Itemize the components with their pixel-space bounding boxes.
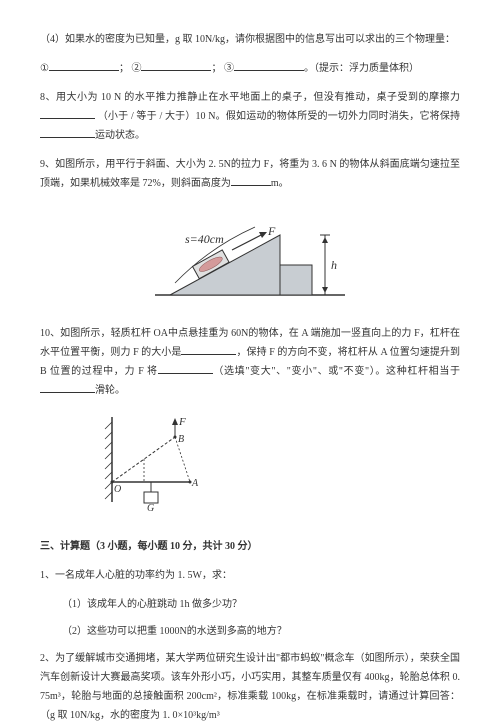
incline-svg: F s=40cm h (150, 205, 350, 305)
q4-hint: 。（提示：浮力质量体积） (304, 63, 419, 74)
fig1-s-label: s=40cm (185, 232, 224, 246)
lever-svg: F B G O A (100, 412, 210, 512)
q9-blank (231, 174, 271, 186)
q4-semi1: ； (119, 63, 129, 74)
fig1-f-label: F (267, 224, 276, 238)
fig2-O: O (114, 484, 121, 495)
fig2-A: A (191, 478, 199, 489)
s3q1-sub1: （1）该成年人的心脏跳动 1h 做多少功？ (62, 595, 460, 614)
q9-unit: m。 (271, 178, 289, 189)
q10-blank2 (158, 362, 213, 374)
s3q1-sub2: （2）这些功可以把重 1000N的水送到多高的地方？ (62, 622, 460, 641)
fig2-B: B (178, 434, 184, 445)
q8-blank1 (40, 107, 95, 119)
q10: 10、如图所示，轻质杠杆 OA中点悬挂重为 60N的物体，在 A 端施加一竖直向… (40, 324, 460, 400)
figure-incline: F s=40cm h (40, 205, 460, 312)
q8: 8、用大小为 10 N 的水平推力推静止在水平地面上的桌子，但没有推动，桌子受到… (40, 88, 460, 145)
q4-circle3: ③ (224, 63, 234, 74)
q10-blank3 (40, 381, 95, 393)
q10-tail: 滑轮。 (95, 385, 125, 396)
q4-line2: ①； ②； ③。（提示：浮力质量体积） (40, 59, 460, 78)
q8-blank2 (40, 126, 95, 138)
q9: 9、如图所示，用平行于斜面、大小为 2. 5N的拉力 F，将重为 3. 6 N … (40, 155, 460, 193)
figure-lever: F B G O A (100, 412, 460, 519)
s3q1: 1、一名成年人心脏的功率约为 1. 5W，求： (40, 566, 460, 585)
fig2-F: F (178, 416, 186, 428)
q4-circle2: ② (131, 63, 141, 74)
q4-blank1 (49, 59, 119, 71)
section3-title: 三、计算题（3 小题，每小题 10 分，共计 30 分） (40, 537, 460, 556)
q4-blank3 (234, 59, 304, 71)
q8-tail: 运动状态。 (95, 130, 145, 141)
q4-circle1: ① (40, 63, 49, 74)
s3q2: 2、为了缓解城市交通拥堵，某大学两位研究生设计出"都市蚂蚁"概念车（如图所示），… (40, 649, 460, 725)
q4-blank2 (141, 59, 211, 71)
q4-semi2: ； (211, 63, 221, 74)
q4-text-a: （4）如果水的密度为已知量，g 取 10N/kg，请你根据图中的信息写出可以求出… (40, 34, 455, 45)
q8-rel: （小于 / 等于 / 大于）10 N。假如运动的物体所受的一切外力同时消失，它将… (98, 111, 460, 122)
q8-prefix: 8、用大小为 10 N 的水平推力推静止在水平地面上的桌子，但没有推动，桌子受到… (40, 92, 460, 103)
fig2-G: G (147, 503, 154, 512)
q10-blank1 (181, 343, 236, 355)
fig1-h-label: h (331, 258, 337, 272)
q10-c: （选填"变大"、"变小"、或"不变"）。这种杠杆相当于 (213, 366, 460, 377)
q4-line1: （4）如果水的密度为已知量，g 取 10N/kg，请你根据图中的信息写出可以求出… (40, 30, 460, 49)
